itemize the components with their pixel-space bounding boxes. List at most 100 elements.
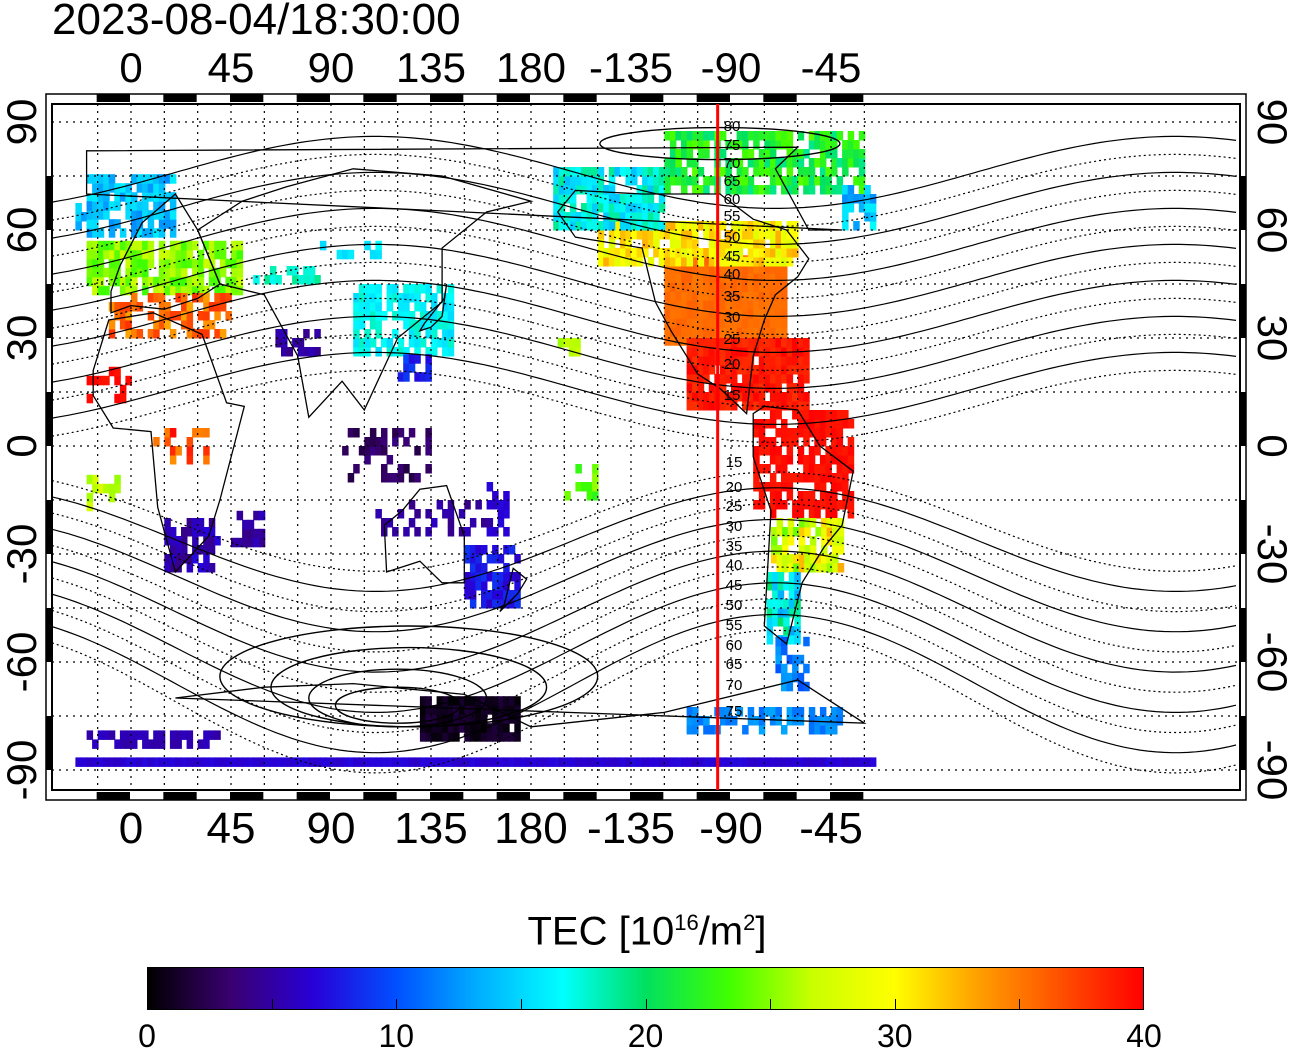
tec-cell — [92, 192, 99, 202]
tec-cell — [808, 500, 816, 510]
tec-cell — [569, 185, 577, 195]
tec-cell — [803, 392, 810, 402]
tec-cell — [753, 257, 760, 267]
tec-cell — [781, 176, 788, 186]
tec-cell — [175, 249, 182, 260]
tec-cell — [614, 194, 621, 204]
tec-cell — [647, 212, 655, 222]
tec-cell — [153, 183, 160, 193]
tec-cell — [753, 291, 760, 301]
tec-cell — [786, 257, 794, 267]
tec-cell — [436, 311, 444, 321]
tec-cell — [453, 696, 460, 706]
tec-cell — [186, 329, 194, 339]
tec-cell — [731, 383, 738, 393]
tec-cell — [369, 284, 377, 294]
tec-cell — [742, 309, 749, 319]
tec-cell — [719, 707, 727, 717]
tec-cell — [766, 635, 774, 645]
tec-cell — [164, 219, 171, 229]
tec-cell — [814, 500, 821, 510]
tec-cell — [764, 707, 771, 717]
tec-cell — [608, 248, 616, 258]
contour-label: 35 — [724, 288, 741, 305]
tec-cell — [736, 291, 744, 301]
tec-cell — [403, 464, 410, 474]
tec-cell — [819, 500, 827, 510]
tec-cell — [425, 723, 432, 733]
tec-cell — [669, 131, 677, 141]
tec-cell — [675, 327, 682, 337]
tec-cell — [798, 527, 806, 537]
tec-cell — [231, 258, 238, 269]
tec-cell — [425, 311, 432, 321]
tec-cell — [736, 230, 744, 240]
tec-cell — [814, 509, 821, 519]
tec-cell — [725, 716, 732, 726]
tec-cell — [708, 347, 716, 357]
tec-cell — [819, 419, 827, 429]
tec-cell — [675, 264, 682, 274]
tec-cell — [475, 563, 482, 573]
tec-cell — [719, 374, 727, 384]
tec-cell — [347, 428, 355, 438]
tec-cell — [131, 757, 138, 767]
tec-cell — [164, 210, 171, 220]
tec-cell — [686, 131, 694, 141]
tec-cell — [786, 167, 794, 177]
tec-cell — [708, 273, 716, 283]
tec-cell — [142, 730, 149, 740]
tec-cell — [492, 572, 499, 582]
tec-cell — [481, 545, 488, 555]
lat-tick-left: 30 — [0, 315, 45, 362]
tec-cell — [214, 240, 221, 251]
tec-cell — [158, 228, 166, 238]
tec-cell — [803, 401, 810, 411]
tec-cell — [703, 365, 710, 375]
tec-cell — [647, 176, 655, 186]
tec-cell — [419, 757, 427, 767]
tec-cell — [197, 293, 205, 303]
tec-cell — [815, 554, 822, 564]
tec-cell — [169, 545, 177, 555]
tec-cell — [208, 249, 216, 260]
tec-cell — [725, 347, 732, 357]
tec-cell — [837, 536, 845, 546]
tec-cell — [464, 581, 471, 591]
tec-cell — [97, 267, 105, 278]
tec-cell — [414, 329, 421, 339]
tec-cell — [564, 185, 571, 195]
tec-cell — [847, 140, 855, 150]
tec-cell — [731, 158, 738, 168]
tec-cell — [114, 366, 121, 377]
tec-cell — [808, 509, 816, 519]
tec-cell — [425, 293, 432, 303]
tec-cell — [553, 757, 560, 767]
tec-cell — [442, 329, 449, 339]
tec-cell — [381, 437, 388, 447]
tec-cell — [753, 716, 760, 726]
tec-cell — [769, 140, 777, 150]
tec-cell — [864, 194, 871, 204]
tec-cell — [297, 275, 305, 285]
tec-cell — [831, 716, 838, 726]
tec-cell — [208, 267, 216, 278]
tec-cell — [708, 757, 716, 767]
tec-cell — [631, 221, 638, 231]
tec-cell — [125, 329, 132, 339]
tec-cell — [169, 527, 177, 537]
tec-cell — [758, 446, 766, 456]
tec-cell — [758, 167, 766, 177]
tec-cell — [169, 536, 177, 546]
tec-cell — [381, 311, 388, 321]
tec-cell — [775, 356, 782, 366]
tec-cell — [814, 419, 821, 429]
tec-cell — [614, 221, 621, 231]
coast-africa — [92, 312, 246, 574]
tec-cell — [386, 518, 394, 528]
tec-cell — [181, 311, 188, 321]
tec-cell — [758, 131, 766, 141]
tec-cell — [675, 318, 682, 328]
tec-cell — [492, 581, 499, 591]
tec-cell — [419, 284, 427, 294]
